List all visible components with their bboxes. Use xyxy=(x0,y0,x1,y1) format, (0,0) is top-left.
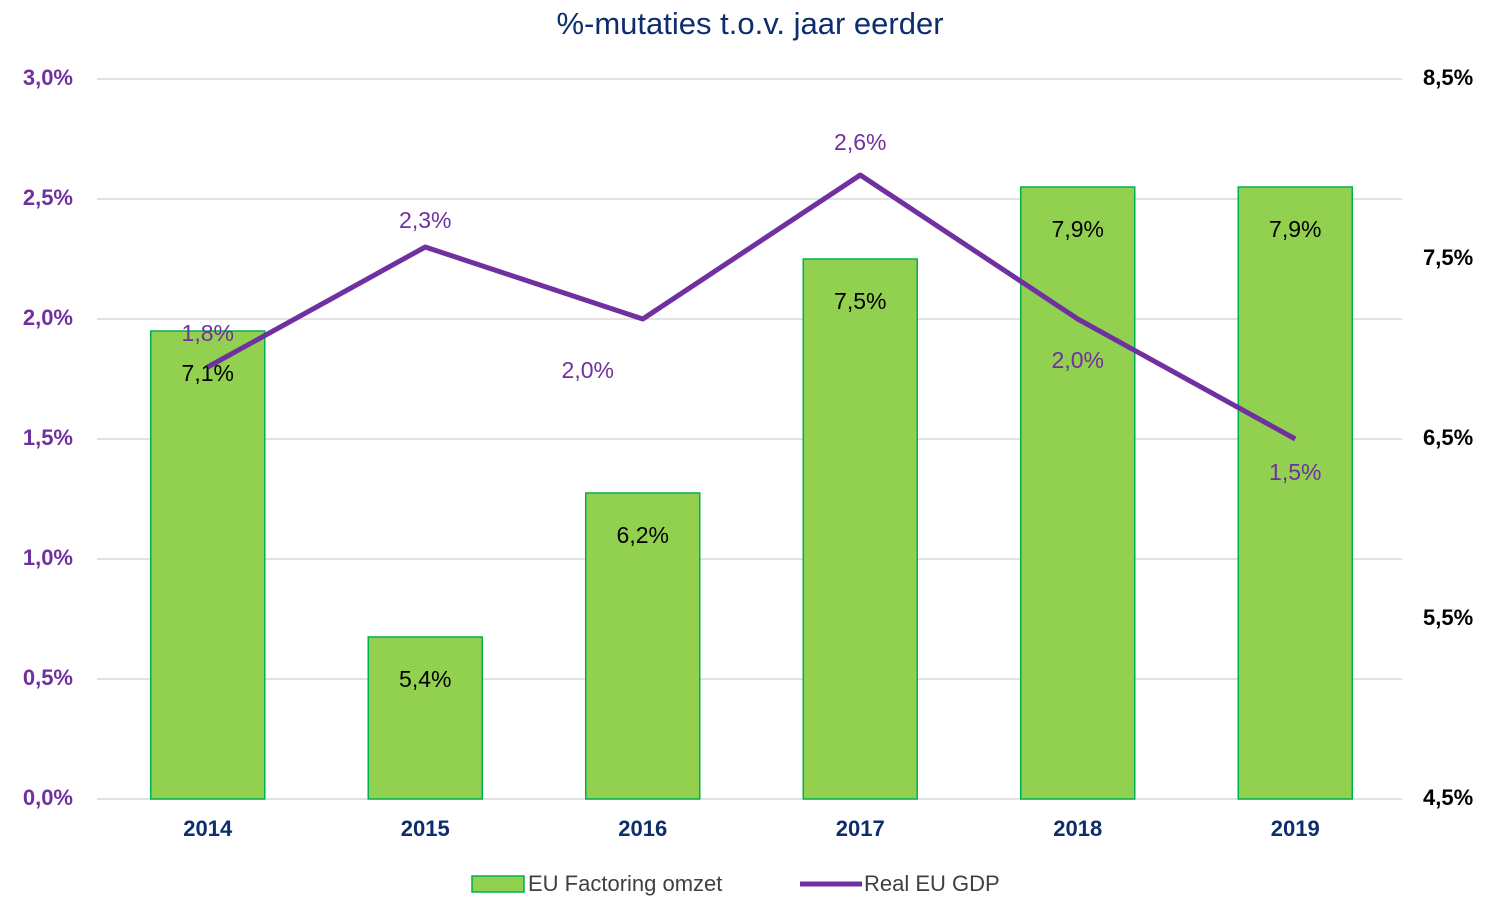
bar-label: 7,9% xyxy=(1052,216,1104,242)
line-label: 2,0% xyxy=(1052,347,1104,373)
x-tick-label: 2019 xyxy=(1271,816,1320,841)
y-tick-label: 1,5% xyxy=(23,425,73,450)
line-series xyxy=(206,172,1297,442)
legend-label: EU Factoring omzet xyxy=(528,871,722,896)
line-label: 2,0% xyxy=(562,357,614,383)
bar-label: 7,1% xyxy=(182,360,234,386)
x-tick-label: 2016 xyxy=(618,816,667,841)
y-tick-label: 3,0% xyxy=(23,65,73,90)
y2-tick-label: 5,5% xyxy=(1423,605,1473,630)
bar xyxy=(367,636,483,800)
bar xyxy=(1237,186,1353,800)
y-tick-label: 1,0% xyxy=(23,545,73,570)
legend-swatch xyxy=(471,875,525,893)
legend-label: Real EU GDP xyxy=(864,871,1000,896)
line-label: 2,3% xyxy=(399,207,451,233)
line-label: 1,5% xyxy=(1269,459,1321,485)
bar xyxy=(150,330,266,800)
chart-title: %-mutaties t.o.v. jaar eerder xyxy=(556,6,943,41)
y-tick-label: 0,0% xyxy=(23,785,73,810)
bar-label: 7,9% xyxy=(1269,216,1321,242)
y-tick-label: 2,0% xyxy=(23,305,73,330)
x-tick-label: 2017 xyxy=(836,816,885,841)
x-tick-label: 2015 xyxy=(401,816,450,841)
y2-tick-label: 6,5% xyxy=(1423,425,1473,450)
bar-label: 5,4% xyxy=(399,666,451,692)
x-tick-label: 2014 xyxy=(183,816,233,841)
x-tick-label: 2018 xyxy=(1053,816,1102,841)
y-tick-label: 0,5% xyxy=(23,665,73,690)
bar xyxy=(585,492,701,800)
bar xyxy=(1020,186,1136,800)
y2-tick-label: 4,5% xyxy=(1423,785,1473,810)
y-tick-label: 2,5% xyxy=(23,185,73,210)
line-label: 2,6% xyxy=(834,129,886,155)
bar xyxy=(802,258,918,800)
bar-label: 6,2% xyxy=(617,522,669,548)
line-label: 1,8% xyxy=(182,320,234,346)
bar-label: 7,5% xyxy=(834,288,886,314)
y2-tick-label: 7,5% xyxy=(1423,245,1473,270)
y2-tick-label: 8,5% xyxy=(1423,65,1473,90)
